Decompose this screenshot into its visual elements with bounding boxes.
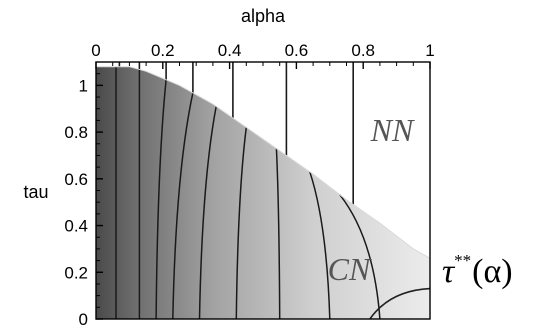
curve-label-superscript: ** — [454, 251, 471, 270]
x-tick-label: 0.4 — [218, 41, 242, 60]
contour-lines — [115, 66, 381, 319]
contour-line — [275, 148, 281, 319]
x-axis-title: alpha — [241, 6, 286, 26]
svg-text:τ**(α): τ**(α) — [442, 251, 513, 290]
boundary-curve-tau-star — [96, 66, 430, 259]
x-tick-label: 0 — [91, 41, 100, 60]
curve-label-symbol: τ — [442, 253, 456, 290]
contour-line — [172, 92, 194, 319]
bottom-contour-arc — [369, 287, 430, 319]
region-label-nn: NN — [370, 112, 415, 148]
y-axis-title: tau — [23, 182, 48, 202]
axis-ticks — [95, 62, 431, 320]
contour-line — [309, 171, 331, 319]
contour-line — [198, 106, 217, 319]
contour-line — [155, 79, 167, 319]
cn-region — [96, 66, 430, 319]
region-label-cn: CN — [328, 251, 372, 287]
y-tick-label: 0.8 — [64, 123, 88, 142]
x-tick-label: 1 — [425, 41, 434, 60]
y-tick-label: 0.6 — [64, 170, 88, 189]
x-tick-label: 0.2 — [151, 41, 175, 60]
x-tick-labels: 0 0.2 0.4 0.6 0.8 1 — [91, 41, 434, 60]
x-tick-label: 0.8 — [351, 41, 375, 60]
contour-line — [339, 194, 381, 319]
x-tick-label: 0.6 — [285, 41, 309, 60]
y-tick-label: 0.4 — [64, 217, 88, 236]
y-tick-label: 0.2 — [64, 263, 88, 282]
y-tick-label: 0 — [79, 310, 88, 328]
y-tick-label: 1 — [79, 76, 88, 95]
boundary-curve-label: τ**(α) — [442, 251, 513, 290]
curve-label-argument: (α) — [472, 253, 512, 290]
level-lines — [118, 62, 355, 205]
y-tick-labels: 0 0.2 0.4 0.6 0.8 1 — [64, 76, 88, 328]
contour-line — [235, 127, 248, 319]
